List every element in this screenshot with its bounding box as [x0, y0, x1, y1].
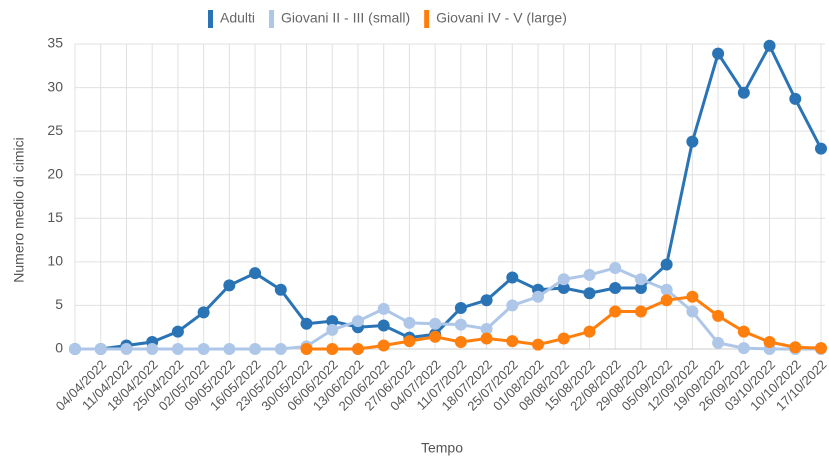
data-point [480, 332, 493, 345]
data-point [146, 343, 159, 355]
data-point [454, 318, 467, 331]
data-point [506, 335, 519, 348]
data-point [223, 279, 236, 292]
data-point [377, 302, 390, 315]
data-point [583, 268, 596, 281]
y-tick-label: 25 [47, 122, 63, 138]
data-point [609, 261, 622, 274]
data-point [403, 316, 416, 329]
legend-swatch [424, 10, 430, 28]
y-tick-label: 35 [47, 35, 63, 51]
legend-label: Giovani IV - V (large) [436, 10, 567, 26]
data-point [815, 342, 827, 355]
data-point [763, 39, 776, 52]
data-point [634, 282, 647, 294]
data-point [686, 135, 699, 148]
data-point [429, 330, 442, 343]
data-point [249, 343, 262, 355]
data-point [763, 336, 776, 349]
data-point [377, 339, 390, 352]
data-point [634, 273, 647, 286]
data-point [326, 323, 339, 336]
data-point [660, 258, 673, 271]
data-point [660, 294, 673, 307]
y-tick-label: 10 [47, 253, 63, 269]
data-point [120, 343, 133, 355]
data-point [351, 315, 364, 328]
y-tick-label: 20 [47, 165, 63, 181]
data-point [737, 325, 750, 338]
data-point [480, 294, 493, 307]
data-point [506, 271, 519, 284]
data-point [583, 287, 596, 300]
data-point [815, 142, 827, 155]
data-point [737, 342, 750, 355]
data-point [660, 283, 673, 296]
data-point [532, 338, 545, 351]
y-tick-label: 5 [55, 296, 63, 312]
data-point [609, 305, 622, 318]
data-point [789, 341, 802, 354]
data-point [171, 325, 184, 338]
data-point [480, 322, 493, 335]
data-point [634, 305, 647, 318]
series-line [75, 44, 823, 351]
data-point [171, 343, 184, 355]
legend-swatch [208, 10, 213, 28]
data-point [557, 273, 570, 286]
data-point [94, 343, 107, 355]
legend-swatch [269, 10, 275, 28]
data-point [712, 336, 725, 349]
data-point [686, 290, 699, 303]
data-point [274, 283, 287, 296]
y-tick-label: 15 [47, 209, 63, 225]
data-point [557, 332, 570, 345]
data-point [712, 47, 725, 60]
data-point [300, 317, 313, 330]
data-point [454, 336, 467, 349]
data-point [197, 343, 210, 355]
data-point [300, 343, 313, 355]
data-point [506, 299, 519, 312]
data-point [686, 305, 699, 318]
data-point [789, 92, 802, 105]
data-point [454, 302, 467, 315]
data-point [737, 86, 750, 99]
legend-label: Giovani II - III (small) [281, 10, 410, 26]
y-tick-label: 0 [55, 340, 63, 356]
data-point [274, 343, 287, 355]
legend-label: Adulti [220, 10, 255, 26]
data-point [249, 267, 262, 280]
data-point [326, 343, 339, 355]
y-axis-label: Numero medio di cimici [11, 137, 27, 282]
data-point [223, 343, 236, 355]
data-point [532, 290, 545, 303]
data-point [326, 315, 339, 328]
data-point [583, 325, 596, 338]
data-point [69, 343, 81, 355]
data-point [609, 282, 622, 294]
y-tick-label: 30 [47, 78, 63, 94]
data-point [429, 317, 442, 330]
data-point [351, 343, 364, 355]
data-point [403, 335, 416, 348]
x-axis-label: Tempo [421, 440, 463, 456]
data-point [712, 309, 725, 322]
data-point [197, 306, 210, 319]
data-point [377, 319, 390, 332]
data-point [557, 282, 570, 294]
